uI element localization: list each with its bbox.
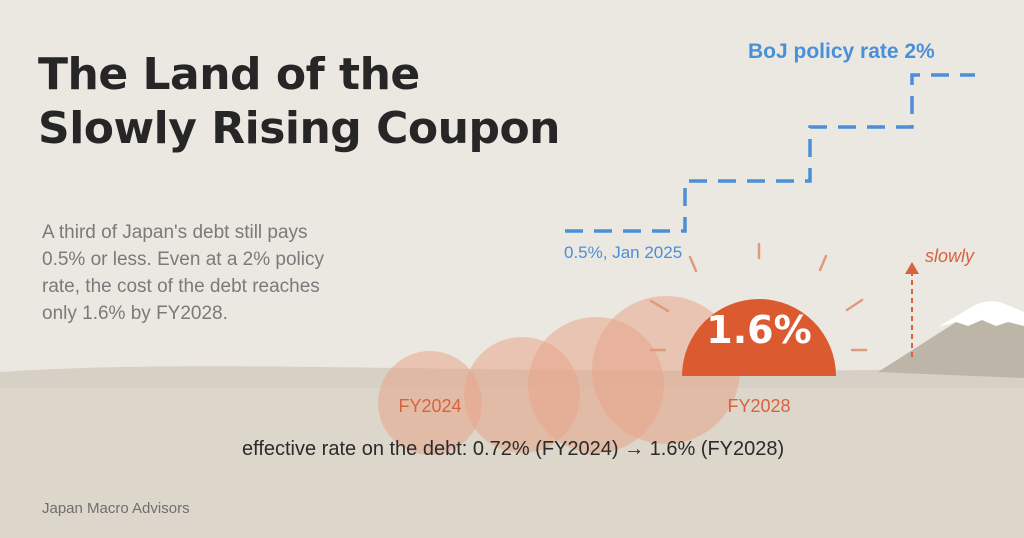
page-title: The Land of the Slowly Rising Coupon — [38, 48, 561, 156]
policy-rate-start-label: 0.5%, Jan 2025 — [564, 243, 682, 262]
subtitle-line: only 1.6% by FY2028. — [42, 303, 228, 324]
subtitle-line: 0.5% or less. Even at a 2% policy — [42, 249, 324, 270]
sun — [682, 299, 836, 376]
sun-value-label: 1.6% — [706, 308, 811, 352]
subtitle: A third of Japan's debt still pays 0.5% … — [42, 219, 412, 327]
policy-rate-steps — [565, 73, 975, 233]
subtitle-line: A third of Japan's debt still pays — [42, 222, 308, 243]
title-line-2: Slowly Rising Coupon — [38, 103, 561, 154]
slowly-arrow — [905, 262, 919, 357]
sun-rays — [649, 242, 868, 352]
title-line-1: The Land of the — [38, 49, 420, 100]
mountain-snow — [938, 301, 1024, 327]
slowly-label: slowly — [925, 246, 975, 266]
ghost-sun-1 — [378, 351, 482, 455]
year-label-start: FY2024 — [398, 396, 461, 416]
year-label-end: FY2028 — [727, 396, 790, 416]
policy-rate-end-label: BoJ policy rate 2% — [748, 40, 935, 63]
effective-rate-text: effective rate on the debt: 0.72% (FY202… — [242, 438, 785, 460]
mountain — [878, 305, 1024, 378]
ground-front — [0, 388, 1024, 538]
credit: Japan Macro Advisors — [42, 500, 190, 517]
subtitle-line: rate, the cost of the debt reaches — [42, 276, 320, 297]
